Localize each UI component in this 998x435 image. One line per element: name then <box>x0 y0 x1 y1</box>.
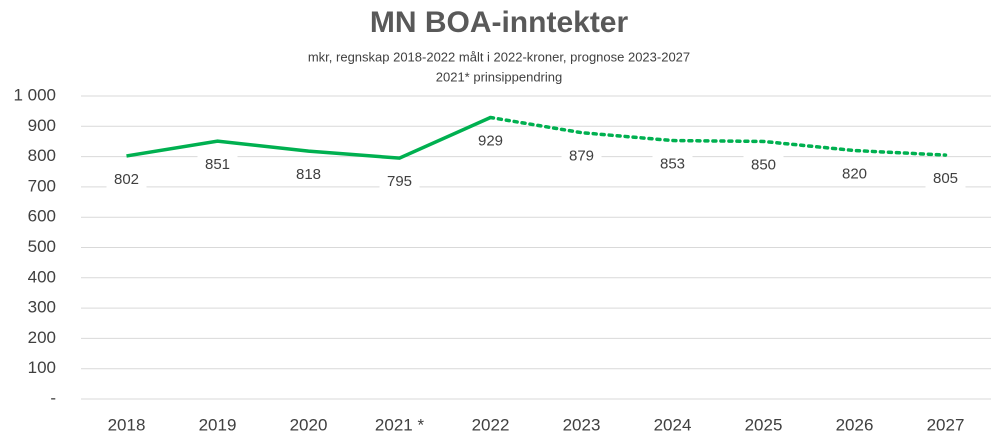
label-background <box>197 155 238 176</box>
y-tick-label: 500 <box>28 237 56 256</box>
y-tick-label: - <box>50 388 56 407</box>
x-tick-label: 2024 <box>654 415 692 434</box>
chart-subtitle: mkr, regnskap 2018-2022 målt i 2022-kron… <box>308 49 690 64</box>
y-tick-label: 100 <box>28 358 56 377</box>
data-label: 805 <box>933 170 958 187</box>
label-background <box>925 169 966 190</box>
y-tick-label: 400 <box>28 267 56 286</box>
data-label: 929 <box>478 132 503 149</box>
label-background <box>106 169 147 190</box>
data-label: 850 <box>751 156 776 173</box>
data-label: 795 <box>387 173 412 190</box>
x-tick-label: 2018 <box>108 415 146 434</box>
label-background <box>470 131 511 152</box>
data-label: 818 <box>296 166 321 183</box>
x-tick-label: 2027 <box>927 415 965 434</box>
data-label: 820 <box>842 166 867 183</box>
y-tick-label: 800 <box>28 146 56 165</box>
line <box>488 115 948 157</box>
label-background <box>834 164 875 185</box>
x-tick-label: 2022 <box>472 415 510 434</box>
data-label: 802 <box>114 171 139 188</box>
chart-title: MN BOA-inntekter <box>370 6 629 39</box>
y-tick-label: 600 <box>28 207 56 226</box>
data-label: 879 <box>569 148 594 165</box>
y-tick-label: 900 <box>28 116 56 135</box>
x-tick-label: 2019 <box>199 415 237 434</box>
x-tick-label: 2026 <box>836 415 874 434</box>
data-label: 851 <box>205 156 230 173</box>
x-tick-label: 2021 * <box>375 415 425 434</box>
label-background <box>288 165 329 186</box>
label-background <box>561 146 602 167</box>
line <box>126 115 492 160</box>
y-tick-label: 1 000 <box>13 85 56 104</box>
chart-subtitle: 2021* prinsippendring <box>436 69 562 84</box>
data-label: 853 <box>660 156 685 173</box>
x-tick-label: 2020 <box>290 415 328 434</box>
x-tick-label: 2025 <box>745 415 783 434</box>
y-tick-label: 700 <box>28 176 56 195</box>
y-tick-label: 200 <box>28 328 56 347</box>
label-background <box>652 154 693 175</box>
y-tick-label: 300 <box>28 298 56 317</box>
label-background <box>743 155 784 176</box>
label-background <box>379 172 420 193</box>
x-tick-label: 2023 <box>563 415 601 434</box>
